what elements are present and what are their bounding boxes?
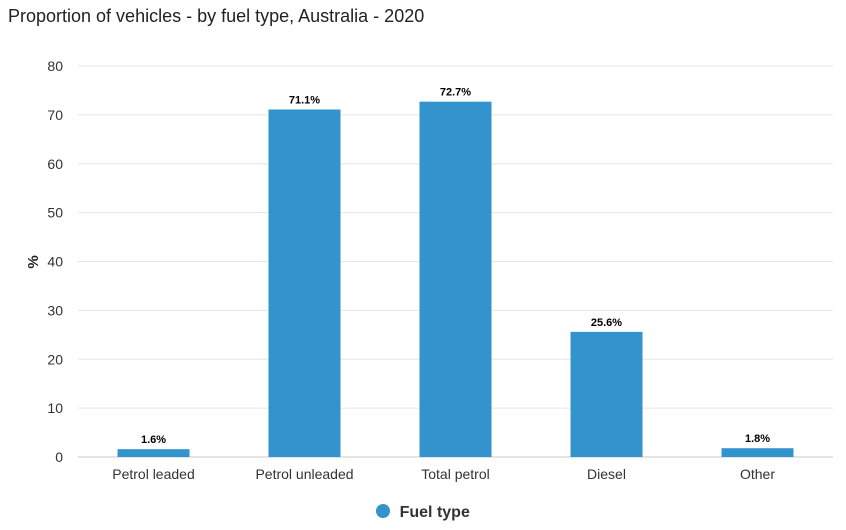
data-label-4: 1.8% xyxy=(745,433,770,445)
legend-label-fuel-type: Fuel type xyxy=(399,504,470,521)
x-category-label-4: Other xyxy=(740,466,775,482)
x-category-label-3: Diesel xyxy=(587,466,626,482)
data-labels: 1.6% 71.1% 72.7% 25.6% 1.8% xyxy=(141,87,770,447)
bar-0 xyxy=(117,449,190,457)
x-axis-categories: Petrol leaded Petrol unleaded Total petrol… xyxy=(112,466,775,482)
y-tick-label-30: 30 xyxy=(47,302,63,318)
y-tick-label-20: 20 xyxy=(47,351,63,367)
bar-3 xyxy=(570,331,643,457)
bar-1 xyxy=(268,109,341,457)
y-axis-ticks: 0 10 20 30 40 50 60 70 80 xyxy=(47,58,63,465)
data-label-0: 1.6% xyxy=(141,434,166,446)
data-label-2: 72.7% xyxy=(440,87,471,99)
bar-chart: 0 10 20 30 40 50 60 70 80 1.6% 71.1% 72.7% 25.6% 1.8… xyxy=(25,58,833,482)
bar-2 xyxy=(419,101,492,458)
legend-swatch-fuel-type xyxy=(376,504,391,518)
y-tick-label-50: 50 xyxy=(47,205,63,221)
y-axis-label: % xyxy=(25,255,42,268)
y-tick-label-80: 80 xyxy=(47,58,63,74)
x-category-label-2: Total petrol xyxy=(421,466,489,482)
y-tick-label-70: 70 xyxy=(47,107,63,123)
y-tick-label-0: 0 xyxy=(55,449,63,465)
bar-4 xyxy=(721,448,794,457)
data-label-3: 25.6% xyxy=(591,317,622,329)
y-tick-label-60: 60 xyxy=(47,156,63,172)
y-tick-label-10: 10 xyxy=(47,400,63,416)
y-tick-label-40: 40 xyxy=(47,254,63,270)
bars xyxy=(117,101,794,458)
data-label-1: 71.1% xyxy=(289,94,320,106)
x-category-label-0: Petrol leaded xyxy=(112,466,195,482)
x-category-label-1: Petrol unleaded xyxy=(255,466,353,482)
chart-title: Proportion of vehicles - by fuel type, A… xyxy=(8,6,425,26)
legend[interactable]: Fuel type xyxy=(0,504,846,522)
